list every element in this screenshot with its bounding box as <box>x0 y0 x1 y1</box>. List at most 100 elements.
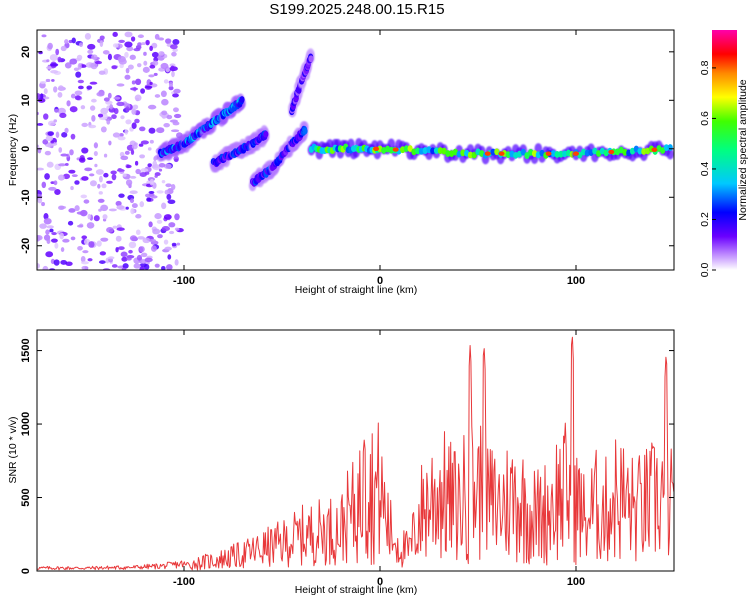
spectrogram-noise-point <box>176 242 181 246</box>
spectrogram-noise-point <box>99 35 105 41</box>
spectrogram-noise-point <box>97 113 104 118</box>
spectrogram-noise-point <box>160 62 169 69</box>
spectrogram-noise-point <box>98 191 103 195</box>
spectrogram-trace-point <box>622 148 628 156</box>
spectrogram-noise-point <box>174 227 180 231</box>
spectrogram-noise-point <box>149 178 155 186</box>
spectrogram-noise-point <box>148 190 155 194</box>
spectrogram-trace-point <box>403 145 409 153</box>
spectrogram-trace-point <box>430 147 436 155</box>
spectrogram-noise-point <box>165 183 172 188</box>
spectrogram-noise-point <box>87 157 94 161</box>
spectrogram-noise-point <box>154 213 162 220</box>
spectrogram-noise-point <box>61 132 68 138</box>
spectrogram-noise-point <box>131 108 137 115</box>
spectrogram-trace-point <box>558 150 564 158</box>
spectrogram-noise-point <box>163 122 170 128</box>
spectrogram-noise-point <box>139 246 145 253</box>
spectrogram-noise-point <box>58 147 63 153</box>
spectrogram-noise-point <box>58 163 67 167</box>
spectrogram-noise-point <box>53 86 58 93</box>
spectrogram-noise-point <box>112 132 121 138</box>
spectrogram-noise-point <box>66 100 71 107</box>
colorbar-gradient <box>712 30 737 270</box>
spectrogram-noise-point <box>102 214 108 220</box>
snr-series-line <box>37 336 674 571</box>
spectrogram-noise-point <box>122 263 129 269</box>
spectrogram-noise-point <box>80 105 86 110</box>
spectrogram-noise-point <box>144 193 153 198</box>
spectrogram-noise-point <box>55 48 60 56</box>
spectrogram-noise-point <box>161 202 167 210</box>
spectrogram-y-tick-label: 10 <box>20 94 32 106</box>
spectrogram-noise-point <box>167 199 176 205</box>
spectrogram-noise-point <box>76 211 85 215</box>
spectrogram-noise-point <box>148 221 153 228</box>
spectrogram-noise-point <box>50 140 55 144</box>
spectrogram-marks <box>37 31 674 270</box>
spectrogram-noise-point <box>130 149 135 155</box>
spectrogram-noise-point <box>154 263 160 268</box>
spectrogram-noise-point <box>47 42 53 50</box>
spectrogram-noise-point <box>147 163 152 168</box>
spectrogram-noise-point <box>129 190 138 195</box>
spectrogram-noise-point <box>46 59 50 63</box>
spectrogram-noise-point <box>169 63 176 67</box>
spectrogram-noise-point <box>124 74 131 80</box>
spectrogram-noise-point <box>171 70 175 78</box>
spectrogram-noise-point <box>115 246 119 253</box>
spectrogram-noise-point <box>39 93 44 100</box>
spectrogram-noise-point <box>161 114 167 119</box>
spectrogram-noise-point <box>125 67 130 74</box>
spectrogram-noise-point <box>147 147 152 151</box>
spectrogram-noise-point <box>87 49 94 54</box>
spectrogram-noise-point <box>153 72 158 76</box>
spectrogram-x-tick-label: 100 <box>567 275 585 287</box>
spectrogram-trace-point <box>433 147 440 155</box>
spectrogram-noise-point <box>137 34 144 39</box>
spectrogram-noise-point <box>171 183 176 191</box>
spectrogram-noise-point <box>99 117 108 121</box>
spectrogram-noise-point <box>174 213 180 221</box>
spectrogram-noise-point <box>125 119 132 125</box>
spectrogram-noise-point <box>152 60 159 66</box>
spectrogram-noise-point <box>135 78 142 86</box>
spectrogram-noise-point <box>43 217 52 225</box>
spectrogram-noise-point <box>172 39 180 45</box>
spectrogram-noise-point <box>102 50 110 55</box>
spectrogram-noise-point <box>58 85 64 91</box>
spectrogram-noise-point <box>103 97 110 102</box>
spectrogram-noise-point <box>54 242 59 249</box>
spectrogram-noise-point <box>70 186 74 191</box>
snr-y-tick-label: 0 <box>20 568 32 574</box>
spectrogram-noise-point <box>89 180 97 187</box>
snr-frame <box>36 329 675 572</box>
spectrogram-noise-point <box>116 83 125 87</box>
spectrogram-noise-point <box>69 149 74 156</box>
spectrogram-noise-point <box>170 129 180 133</box>
spectrogram-noise-point <box>54 188 61 195</box>
spectrogram-noise-point <box>128 249 133 254</box>
spectrogram-y-tick-label: -10 <box>20 189 32 205</box>
spectrogram-noise-point <box>134 118 140 124</box>
spectrogram-noise-point <box>156 190 164 194</box>
spectrogram-noise-point <box>100 107 109 115</box>
snr-x-label: Height of straight line (km) <box>295 584 418 596</box>
spectrogram-noise-point <box>151 51 159 58</box>
spectrogram-noise-point <box>103 153 108 158</box>
spectrogram-noise-point <box>91 54 98 60</box>
snr-y-tick-label: 1000 <box>20 412 32 436</box>
spectrogram-noise-point <box>83 199 90 204</box>
spectrogram-noise-point <box>79 42 84 48</box>
spectrogram-noise-point <box>78 157 86 163</box>
spectrogram-noise-point <box>60 247 65 253</box>
spectrogram-noise-point <box>168 81 174 88</box>
spectrogram-noise-point <box>60 259 68 265</box>
snr-y-label: SNR (10 * v/v) <box>7 416 19 483</box>
spectrogram-noise-point <box>57 91 63 98</box>
figure-title: S199.2025.248.00.15.R15 <box>269 1 444 18</box>
spectrogram-noise-point <box>166 114 173 120</box>
spectrogram-noise-point <box>124 129 129 135</box>
spectrogram-noise-point <box>97 183 101 189</box>
spectrogram-noise-point <box>98 70 106 75</box>
